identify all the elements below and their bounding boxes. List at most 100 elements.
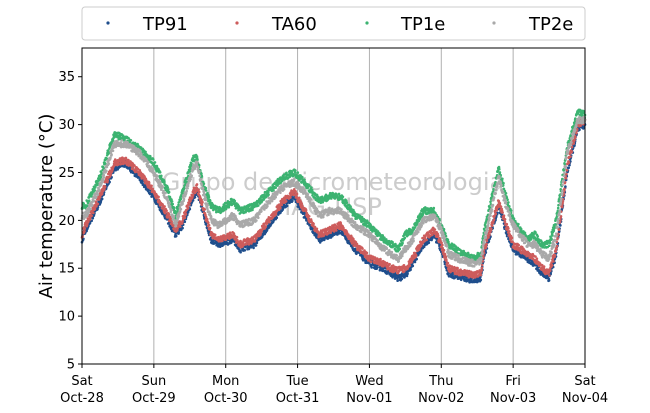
data-point xyxy=(441,244,444,247)
data-point xyxy=(415,254,418,257)
data-point xyxy=(296,193,299,196)
data-point xyxy=(488,234,491,237)
data-point xyxy=(486,240,489,243)
data-point xyxy=(152,158,155,161)
data-point xyxy=(256,242,259,245)
data-point xyxy=(425,239,428,242)
data-point xyxy=(508,230,511,233)
data-point xyxy=(279,207,282,210)
data-point xyxy=(481,267,484,270)
data-point xyxy=(149,155,152,158)
data-point xyxy=(485,243,488,246)
data-point xyxy=(93,189,96,192)
data-point xyxy=(192,194,195,197)
data-point xyxy=(565,177,568,180)
data-point xyxy=(490,227,493,230)
data-point xyxy=(346,201,349,204)
data-point xyxy=(257,204,260,207)
data-point xyxy=(214,234,217,237)
data-point xyxy=(104,185,107,188)
data-point xyxy=(173,206,176,209)
data-point xyxy=(267,193,270,196)
data-point xyxy=(150,185,153,188)
data-point xyxy=(201,175,204,178)
data-point xyxy=(434,228,437,231)
data-point xyxy=(504,220,507,223)
data-point xyxy=(201,201,204,204)
data-point xyxy=(92,217,95,220)
data-point xyxy=(187,206,190,209)
data-point xyxy=(281,204,284,207)
data-point xyxy=(554,254,557,257)
data-point xyxy=(130,139,133,142)
data-point xyxy=(175,235,178,238)
data-point xyxy=(404,237,407,240)
data-point xyxy=(254,240,257,243)
data-point xyxy=(112,139,115,142)
data-point xyxy=(517,244,520,247)
data-point xyxy=(92,212,95,215)
data-point xyxy=(236,236,239,239)
data-point xyxy=(244,249,247,252)
data-point xyxy=(194,196,197,199)
data-point xyxy=(492,222,495,225)
data-point xyxy=(578,128,581,131)
data-point xyxy=(203,208,206,211)
data-point xyxy=(567,166,570,169)
data-point xyxy=(163,181,166,184)
data-point xyxy=(187,211,190,214)
data-point xyxy=(207,221,210,224)
data-point xyxy=(370,261,373,264)
data-point xyxy=(179,225,182,228)
data-point xyxy=(536,257,539,260)
data-point xyxy=(275,213,278,216)
data-point xyxy=(144,151,147,154)
data-point xyxy=(574,136,577,139)
data-point xyxy=(456,267,459,270)
data-point xyxy=(84,227,87,230)
data-point xyxy=(165,210,168,213)
data-point xyxy=(163,205,166,208)
data-point xyxy=(500,206,503,209)
data-point xyxy=(361,247,364,250)
data-point xyxy=(551,264,554,267)
data-point xyxy=(548,274,551,277)
data-point xyxy=(310,186,313,189)
data-point xyxy=(181,227,184,230)
data-point xyxy=(234,200,237,203)
data-point xyxy=(543,265,546,268)
data-point xyxy=(286,205,289,208)
data-point xyxy=(289,196,292,199)
data-point xyxy=(239,251,242,254)
data-point xyxy=(409,264,412,267)
data-point xyxy=(487,236,490,239)
data-point xyxy=(571,146,574,149)
data-point xyxy=(298,197,301,200)
data-point xyxy=(167,188,170,191)
data-point xyxy=(291,200,294,203)
data-point xyxy=(507,227,510,230)
data-point xyxy=(366,252,369,255)
data-point xyxy=(171,200,174,203)
data-point xyxy=(95,205,98,208)
data-point xyxy=(493,218,496,221)
data-point xyxy=(180,198,183,201)
data-point xyxy=(168,213,171,216)
data-point xyxy=(342,196,345,199)
data-point xyxy=(401,278,404,281)
data-point xyxy=(303,179,306,182)
watermark-line-1: Grupo de Micrometeorologia xyxy=(162,168,504,196)
data-point xyxy=(554,251,557,254)
data-point xyxy=(209,227,212,230)
data-point xyxy=(316,228,319,231)
data-point xyxy=(499,202,502,205)
data-point xyxy=(481,264,484,267)
data-point xyxy=(305,209,308,212)
data-point xyxy=(406,273,409,276)
data-point xyxy=(485,245,488,248)
data-point xyxy=(552,260,555,263)
data-point xyxy=(201,204,204,207)
data-point xyxy=(504,218,507,221)
